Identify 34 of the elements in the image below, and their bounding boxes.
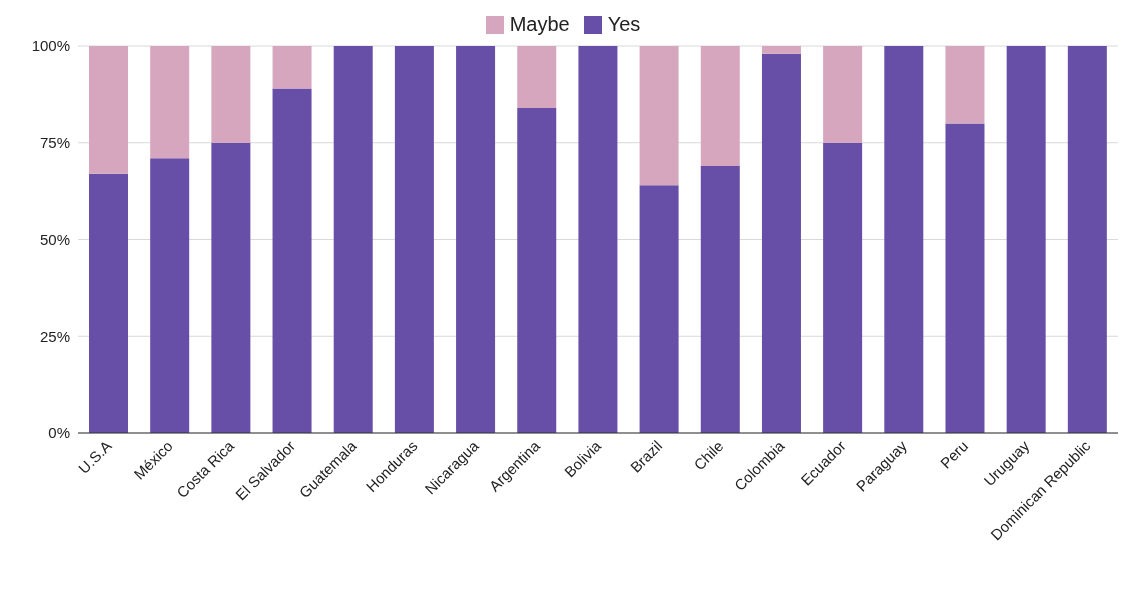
bar bbox=[945, 46, 985, 124]
legend-label: Yes bbox=[606, 13, 641, 36]
bar bbox=[823, 46, 863, 143]
bar bbox=[639, 46, 679, 186]
bar bbox=[1067, 46, 1107, 433]
bar bbox=[394, 46, 434, 433]
bar bbox=[517, 46, 557, 108]
bar bbox=[150, 158, 190, 433]
y-tick-label: 25% bbox=[39, 327, 70, 345]
bar bbox=[211, 46, 251, 143]
bar bbox=[700, 46, 740, 166]
bar bbox=[639, 185, 679, 433]
bar bbox=[700, 165, 740, 433]
bar bbox=[456, 46, 496, 433]
bar bbox=[89, 173, 129, 433]
bar bbox=[945, 123, 985, 433]
bar bbox=[761, 46, 801, 54]
bar bbox=[761, 53, 801, 433]
bar bbox=[578, 46, 618, 433]
bar bbox=[333, 46, 373, 433]
bar bbox=[211, 142, 251, 433]
bar bbox=[823, 142, 863, 433]
y-tick-label: 0% bbox=[48, 424, 70, 442]
bar bbox=[884, 46, 924, 433]
y-tick-label: 75% bbox=[39, 134, 70, 152]
legend-label: Maybe bbox=[508, 13, 570, 36]
bar bbox=[150, 46, 190, 159]
bar bbox=[517, 107, 557, 433]
y-tick-label: 100% bbox=[31, 37, 70, 55]
bar bbox=[272, 88, 312, 433]
bar bbox=[1006, 46, 1046, 433]
bar bbox=[272, 46, 312, 89]
bar bbox=[89, 46, 129, 174]
y-tick-label: 50% bbox=[39, 230, 70, 248]
